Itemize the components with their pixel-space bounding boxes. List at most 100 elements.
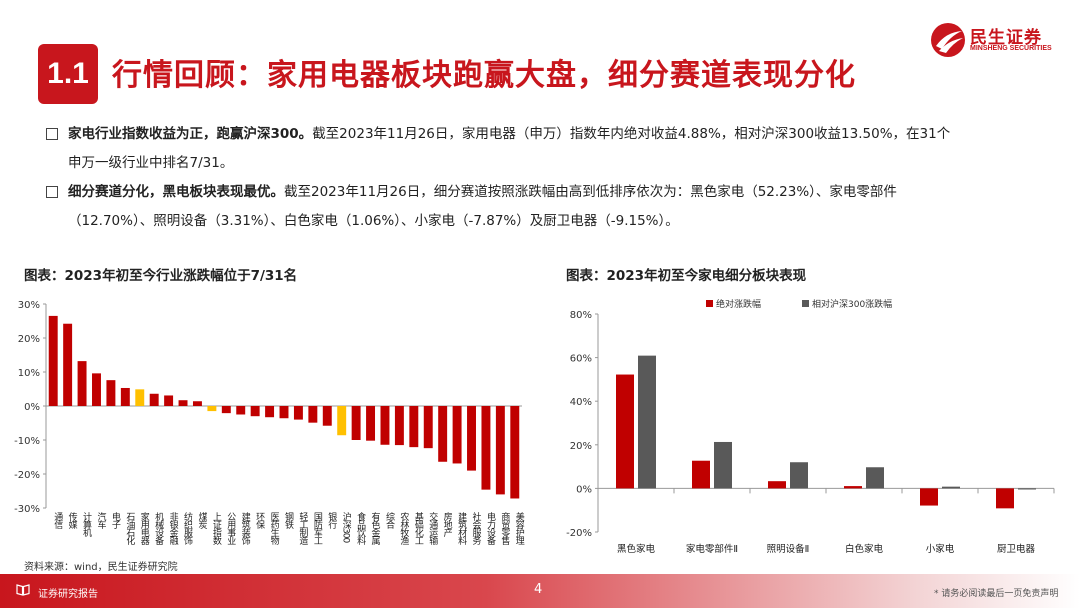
left-chart-title: 图表：2023年初至今行业涨跌幅位于7/31名: [24, 268, 298, 284]
bar-商贸零售: [495, 406, 505, 495]
bar-银行: [322, 406, 332, 426]
bullet-item: 家电行业指数收益为正，跑赢沪深300。截至2023年11月26日，家用电器（申万…: [46, 120, 1046, 178]
x-tick-label: 小家电: [926, 543, 955, 555]
bar-通信: [48, 315, 58, 406]
x-tick-label: 轻工制造: [297, 511, 308, 546]
bar-医药生物: [265, 406, 275, 418]
legend-label: 相对沪深300涨跌幅: [812, 298, 892, 310]
y-tick-label: 80%: [570, 310, 592, 321]
x-tick-label: 银行: [326, 511, 337, 530]
x-tick-label: 农林牧渔: [398, 511, 409, 545]
bar-相对沪深300涨跌幅-白色家电: [866, 467, 884, 489]
y-tick-label: 0%: [24, 402, 40, 413]
x-tick-label: 照明设备Ⅱ: [767, 543, 810, 555]
bar-建筑装饰: [236, 406, 246, 415]
x-tick-label: 黑色家电: [617, 543, 656, 555]
footer-bar: [0, 574, 1080, 608]
bar-交通运输: [423, 406, 433, 449]
bar-上证指数: [207, 406, 217, 412]
x-tick-label: 商贸零售: [499, 511, 510, 546]
x-tick-label: 计算机: [81, 511, 92, 538]
y-tick-label: 0%: [576, 484, 592, 495]
x-tick-label: 非银金融: [168, 511, 179, 546]
x-tick-label: 交通运输: [427, 511, 438, 546]
x-tick-label: 电子: [110, 511, 121, 529]
bullet-text: 截至2023年11月26日，细分赛道按照涨跌幅由高到低排序依次为：黑色家电（52…: [284, 184, 897, 200]
y-tick-label: -10%: [14, 436, 40, 447]
x-tick-label: 国防军工: [312, 512, 323, 544]
bar-电力设备: [481, 406, 491, 490]
x-tick-label: 环保: [254, 512, 265, 530]
x-tick-label: 传媒: [67, 511, 78, 530]
x-tick-label: 汽车: [95, 511, 106, 530]
bar-纺织服饰: [178, 400, 188, 406]
bar-建筑材料: [452, 406, 462, 464]
legend-label: 绝对涨跌幅: [716, 298, 761, 310]
y-tick-label: 30%: [18, 300, 40, 311]
x-tick-label: 建筑装饰: [240, 511, 251, 546]
page-number: 4: [534, 582, 543, 597]
page-title: 行情回顾：家用电器板块跑赢大盘，细分赛道表现分化: [112, 58, 856, 93]
bar-有色金属: [366, 406, 376, 441]
x-tick-label: 沪深300: [341, 511, 352, 544]
bar-钢铁: [279, 406, 289, 419]
subsector-returns-chart: 80% 60% 40% 20% 0% -20% 黑色家电 家电零部件Ⅱ 照明设备Ⅱ 白色家电 小家电…: [566, 298, 1055, 555]
legend-swatch: [706, 300, 713, 307]
bar-综合: [380, 406, 390, 445]
y-tick-label: -20%: [566, 528, 592, 539]
x-tick-label: 家用电器: [139, 511, 150, 545]
x-tick-label: 上证指数: [211, 512, 222, 546]
bullet-text-cont: （12.70%）、照明设备（3.31%）、白色家电（1.06%）、小家电（-7.…: [68, 213, 679, 229]
x-tick-label: 基础化工: [413, 511, 424, 544]
summary-bullets: 家电行业指数收益为正，跑赢沪深300。截至2023年11月26日，家用电器（申万…: [46, 120, 1046, 236]
x-tick-label: 电力设备: [485, 511, 496, 545]
x-tick-label: 钢铁: [283, 511, 294, 530]
y-tick-label: 20%: [570, 441, 592, 452]
y-tick-label: 10%: [18, 368, 40, 379]
bar-社会服务: [467, 406, 476, 471]
bar-石油石化: [120, 387, 130, 406]
bullet-text-cont: 申万一级行业中排名7/31。: [68, 155, 234, 171]
y-tick-label: 40%: [570, 397, 592, 408]
bar-传媒: [63, 323, 73, 406]
minsheng-logo: 民生证券 MINSHENG SECURITIES: [930, 22, 1060, 58]
bar-绝对涨跌幅-照明设备Ⅱ: [768, 481, 786, 489]
bar-房地产: [438, 406, 448, 462]
x-tick-label: 有色金属: [370, 511, 381, 546]
bar-相对沪深300涨跌幅-照明设备Ⅱ: [790, 462, 808, 489]
x-tick-label: 家电零部件Ⅱ: [686, 543, 738, 555]
bar-机械设备: [149, 393, 159, 406]
bar-公用事业: [221, 406, 231, 414]
logo-text-cn: 民生证券: [970, 28, 1042, 48]
section-number-badge: 1.1: [38, 44, 98, 104]
bar-煤炭: [192, 401, 202, 406]
bar-相对沪深300涨跌幅-厨卫电器: [1018, 488, 1036, 490]
logo-text-en: MINSHENG SECURITIES: [970, 45, 1052, 52]
bar-汽车: [92, 373, 101, 406]
y-tick-label: 20%: [18, 334, 40, 345]
bar-相对沪深300涨跌幅-黑色家电: [638, 355, 656, 489]
bar-相对沪深300涨跌幅-家电零部件Ⅱ: [714, 441, 732, 489]
bar-家用电器: [135, 389, 145, 406]
bar-轻工制造: [293, 406, 303, 420]
bar-基础化工: [409, 406, 419, 448]
checkbox-bullet-icon: [46, 186, 58, 198]
bar-计算机: [77, 361, 87, 406]
y-tick-label: -30%: [14, 504, 40, 515]
bar-相对沪深300涨跌幅-小家电: [942, 486, 960, 489]
bar-食品饮料: [351, 406, 361, 440]
y-tick-label: 60%: [570, 354, 592, 365]
x-tick-label: 建筑材料: [456, 511, 467, 546]
bar-电子: [106, 380, 116, 406]
x-tick-label: 厨卫电器: [997, 543, 1036, 555]
bar-绝对涨跌幅-家电零部件Ⅱ: [692, 460, 710, 489]
bullet-text: 截至2023年11月26日，家用电器（申万）指数年内绝对收益4.88%，相对沪深…: [312, 126, 951, 142]
bar-美容护理: [510, 406, 520, 499]
bar-沪深300: [337, 406, 347, 436]
bar-国防军工: [308, 406, 318, 423]
bar-非银金融: [164, 395, 174, 406]
legend-swatch: [802, 300, 809, 307]
bar-绝对涨跌幅-白色家电: [844, 486, 862, 489]
bullet-heading: 家电行业指数收益为正，跑赢沪深300。: [68, 126, 313, 142]
bar-绝对涨跌幅-黑色家电: [616, 374, 634, 489]
